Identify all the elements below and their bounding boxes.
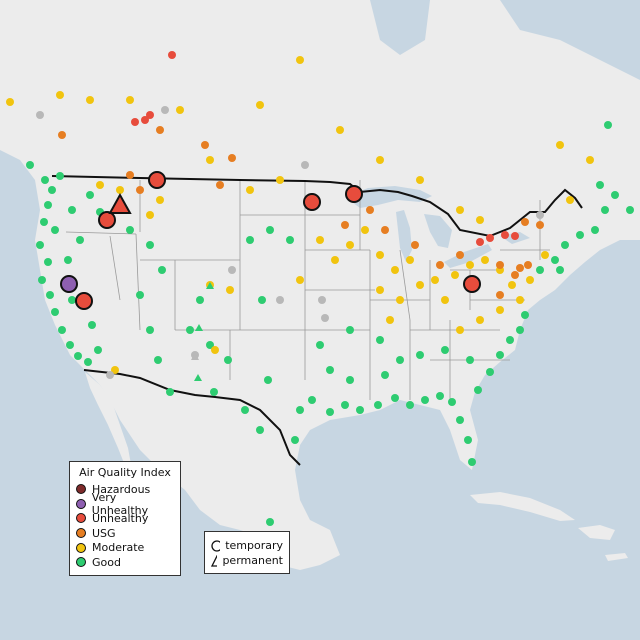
circle-icon bbox=[211, 539, 221, 552]
monitors-good bbox=[26, 121, 634, 544]
temporary-unhealthy-monitors bbox=[75, 171, 481, 310]
cuba-island bbox=[470, 492, 575, 521]
us-canada-border bbox=[51, 175, 583, 238]
legend-item-permanent: permanent bbox=[211, 553, 283, 568]
legend-label: Moderate bbox=[92, 541, 145, 555]
legend-item-temporary: temporary bbox=[211, 538, 283, 553]
temporary-very-unhealthy-monitor bbox=[60, 275, 78, 293]
legend-label: permanent bbox=[222, 554, 283, 567]
legend-item-usg: USG bbox=[76, 526, 174, 541]
legend-item-moderate: Moderate bbox=[76, 540, 174, 555]
monitors-unhealthy bbox=[131, 51, 519, 246]
unhealthy-swatch-icon bbox=[76, 513, 86, 524]
hazardous-swatch-icon bbox=[76, 484, 86, 495]
hudson-bay-edge bbox=[370, 0, 430, 55]
puerto-rico-island bbox=[605, 553, 628, 561]
very-unhealthy-swatch-icon bbox=[76, 498, 86, 509]
usg-swatch-icon bbox=[76, 528, 86, 539]
lake-erie bbox=[444, 244, 492, 268]
good-swatch-icon bbox=[76, 557, 86, 568]
legend-label: Very Unhealthy bbox=[91, 490, 149, 517]
triangle-icon bbox=[211, 554, 218, 567]
legend-item-unhealthy: Unhealthy bbox=[76, 511, 174, 526]
legend-label: Hazardous bbox=[92, 482, 151, 496]
lake-michigan bbox=[396, 210, 412, 262]
monitors-no-data bbox=[36, 106, 544, 379]
us-mexico-border bbox=[83, 369, 301, 466]
legend-item-hazardous: Hazardous bbox=[76, 482, 174, 497]
aqi-legend: Air Quality Index Hazardous Very Unhealt… bbox=[69, 461, 181, 576]
legend-item-very-unhealthy: Very Unhealthy bbox=[76, 491, 174, 517]
legend-label: temporary bbox=[225, 539, 283, 552]
moderate-swatch-icon bbox=[76, 542, 86, 553]
permanent-unhealthy-monitor bbox=[108, 192, 132, 214]
lake-huron bbox=[424, 214, 452, 248]
monitors-usg bbox=[58, 126, 544, 299]
hispaniola-island bbox=[578, 525, 615, 540]
permanent-good-monitors bbox=[194, 282, 214, 381]
baja-peninsula bbox=[85, 372, 132, 470]
north-america-land bbox=[0, 0, 640, 570]
legend-item-good: Good bbox=[76, 555, 174, 570]
legend-label: USG bbox=[92, 526, 116, 540]
monitor-type-legend: temporary permanent bbox=[204, 531, 290, 574]
legend-label: Good bbox=[92, 555, 121, 569]
monitors-moderate bbox=[6, 56, 594, 374]
legend-title: Air Quality Index bbox=[79, 466, 171, 479]
permanent-no-data-monitor bbox=[191, 353, 199, 360]
legend-label: Unhealthy bbox=[92, 511, 149, 525]
